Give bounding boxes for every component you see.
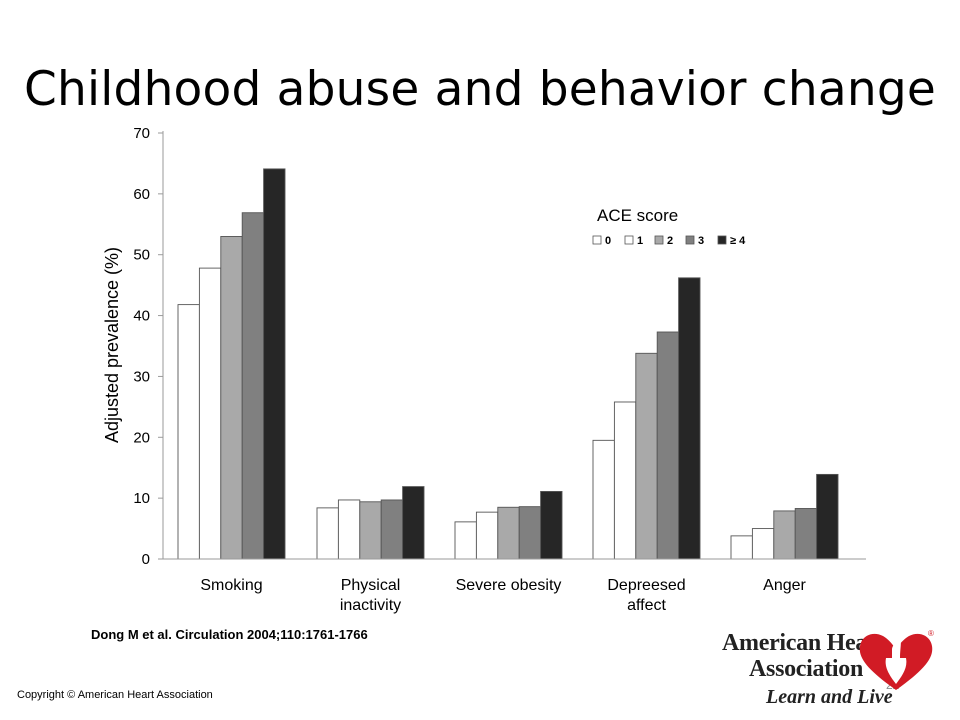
legend-swatch	[685, 235, 695, 245]
x-tick-label: Depreesed affect	[607, 577, 685, 614]
bar	[656, 331, 680, 560]
legend: ACE score 0 1 2 3 ≥ 4	[592, 206, 746, 247]
bar	[220, 236, 243, 560]
bar	[316, 507, 339, 560]
y-tick-label: 10	[133, 490, 150, 507]
bar	[540, 490, 563, 560]
legend-label: 1	[637, 235, 643, 247]
x-tick-label: Anger	[763, 577, 806, 594]
bar	[359, 501, 382, 560]
legend-label: 0	[605, 235, 611, 247]
bar	[751, 528, 775, 560]
y-tick-label: 40	[133, 308, 150, 325]
aha-logo: American Heart Association Learn and Liv…	[718, 620, 948, 715]
copyright-notice: Copyright © American Heart Association	[17, 689, 213, 701]
legend-label: 3	[698, 235, 704, 247]
y-axis-label: Adjusted prevalence (%)	[102, 247, 122, 443]
bar-series-group	[177, 168, 839, 560]
legend-swatch	[624, 235, 634, 245]
y-tick-label: 20	[133, 429, 150, 446]
bar	[613, 401, 637, 560]
legend-title: ACE score	[597, 206, 678, 225]
bar	[592, 439, 615, 560]
y-tick-label: 0	[142, 551, 150, 568]
bar	[198, 267, 222, 560]
bar	[730, 535, 753, 560]
y-axis: 0 10 20 30 40 50 60 70	[133, 125, 164, 568]
x-axis: Smoking Physical inactivity Severe obesity D…	[163, 558, 866, 614]
slide-title: Childhood abuse and behavior change	[24, 62, 936, 117]
bar	[678, 277, 701, 560]
y-tick-label: 60	[133, 186, 150, 203]
bar	[337, 499, 361, 560]
bar	[402, 486, 425, 560]
y-tick-label: 50	[133, 247, 150, 264]
legend-swatch	[592, 235, 602, 245]
bar	[518, 506, 542, 560]
bar	[497, 506, 520, 560]
bar	[773, 510, 796, 560]
citation: Dong M et al. Circulation 2004;110:1761-…	[91, 627, 368, 642]
legend-label: ≥ 4	[730, 235, 746, 247]
y-tick-label: 30	[133, 368, 150, 385]
bar	[241, 212, 265, 560]
logo-line1: American Heart	[722, 630, 886, 656]
x-tick-label: Severe obesity	[456, 577, 562, 594]
legend-swatch	[717, 235, 727, 245]
y-tick-label: 70	[133, 125, 150, 142]
legend-swatch	[654, 235, 664, 245]
bar	[380, 499, 404, 560]
bar	[177, 304, 200, 560]
bar	[454, 521, 477, 560]
logo-tagline: Learn and Live	[766, 686, 893, 708]
bar	[816, 473, 839, 560]
x-tick-label: Smoking	[200, 577, 262, 594]
legend-label: 2	[667, 235, 673, 247]
x-tick-label: Physical inactivity	[340, 577, 401, 614]
registered-mark: ®	[928, 629, 934, 638]
logo-line2: Association	[749, 656, 864, 682]
heart-torch-icon: ®	[859, 629, 934, 690]
bar	[635, 352, 658, 560]
bar	[794, 508, 818, 560]
bar	[475, 511, 499, 560]
bar	[263, 168, 286, 560]
